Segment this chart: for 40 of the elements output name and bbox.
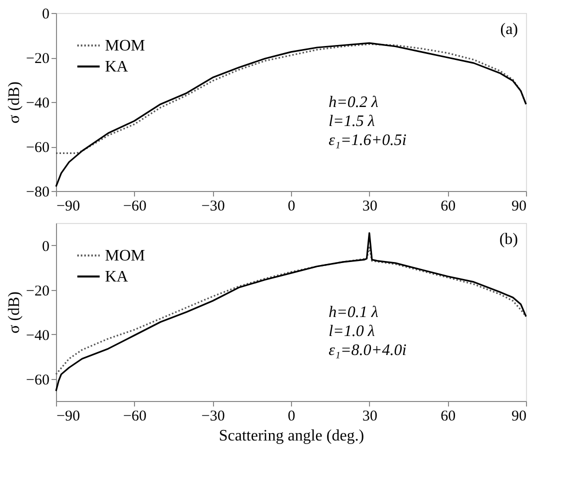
y-axis-title: σ (dB) — [6, 292, 24, 334]
x-tick-label: 60 — [440, 198, 456, 214]
x-tick-label: −60 — [123, 408, 147, 424]
x-tick-label: 60 — [440, 408, 456, 424]
annotation: (b) — [499, 231, 518, 248]
y-tick-label: −40 — [26, 96, 50, 112]
legend-label: KA — [105, 268, 129, 286]
annotation: l=1.0 λ — [328, 323, 375, 340]
x-tick-label: 0 — [288, 198, 296, 214]
annotation: h=0.2 λ — [328, 94, 378, 111]
legend-label: MOM — [105, 248, 146, 264]
legend-label: MOM — [105, 38, 146, 54]
x-tick-label: 90 — [512, 198, 526, 214]
y-tick-label: −60 — [26, 372, 50, 388]
annotation: ε₁=8.0+4.0i — [328, 342, 407, 359]
annotation: ε₁=1.6+0.5i — [328, 132, 407, 149]
annotation: l=1.5 λ — [328, 113, 375, 130]
y-axis-title: σ (dB) — [6, 82, 24, 124]
x-tick-label: −30 — [201, 408, 225, 424]
x-tick-label: −90 — [56, 408, 80, 424]
annotation: h=0.1 λ — [328, 304, 378, 321]
line-series — [55, 246, 527, 376]
line-series — [55, 232, 527, 392]
y-tick-label: −20 — [26, 283, 50, 300]
annotation: (a) — [500, 21, 518, 38]
y-tick-label: −40 — [26, 328, 50, 344]
x-tick-label: −60 — [123, 198, 147, 214]
x-tick-label: 90 — [512, 408, 526, 424]
y-tick-label: 0 — [42, 238, 50, 255]
x-tick-label: −30 — [201, 198, 225, 214]
y-tick-label: −60 — [26, 140, 50, 156]
y-tick-label: −80 — [26, 184, 50, 200]
x-tick-label: 0 — [288, 408, 296, 424]
x-axis-title: Scattering angle (deg.) — [218, 428, 364, 444]
y-tick-label: 0 — [42, 6, 50, 22]
x-tick-label: 30 — [362, 408, 378, 424]
legend-label: KA — [105, 58, 129, 76]
y-tick-label: −20 — [26, 51, 50, 67]
x-tick-label: 30 — [362, 198, 378, 214]
x-tick-label: −90 — [56, 198, 80, 214]
